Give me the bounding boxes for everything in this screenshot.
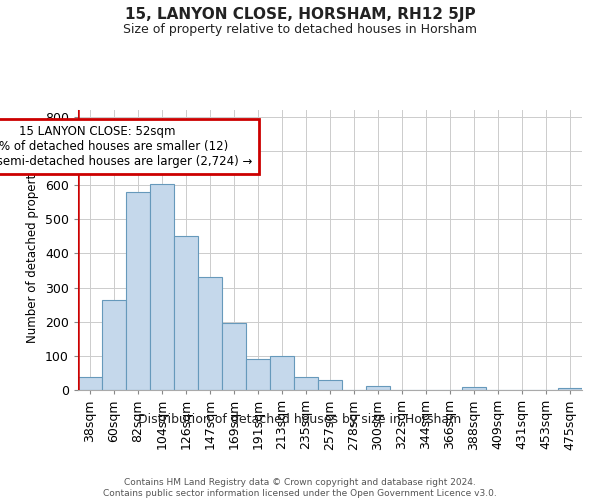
Bar [246, 360, 270, 390]
Text: 15, LANYON CLOSE, HORSHAM, RH12 5JP: 15, LANYON CLOSE, HORSHAM, RH12 5JP [125, 8, 475, 22]
Text: Distribution of detached houses by size in Horsham: Distribution of detached houses by size … [139, 412, 461, 426]
Bar [126, 192, 150, 390]
Bar [222, 324, 246, 390]
Bar [174, 236, 198, 390]
Bar [366, 386, 390, 390]
Text: 15 LANYON CLOSE: 52sqm
← <1% of detached houses are smaller (12)
>99% of semi-de: 15 LANYON CLOSE: 52sqm ← <1% of detached… [0, 126, 253, 168]
Y-axis label: Number of detached properties: Number of detached properties [26, 157, 40, 343]
Bar [78, 377, 102, 390]
Bar [270, 356, 294, 390]
Bar [150, 184, 174, 390]
Bar [318, 380, 342, 390]
Bar [294, 377, 318, 390]
Text: Contains HM Land Registry data © Crown copyright and database right 2024.
Contai: Contains HM Land Registry data © Crown c… [103, 478, 497, 498]
Bar [102, 300, 126, 390]
Text: Size of property relative to detached houses in Horsham: Size of property relative to detached ho… [123, 22, 477, 36]
Bar [198, 278, 222, 390]
Bar [462, 386, 486, 390]
Bar [558, 388, 582, 390]
